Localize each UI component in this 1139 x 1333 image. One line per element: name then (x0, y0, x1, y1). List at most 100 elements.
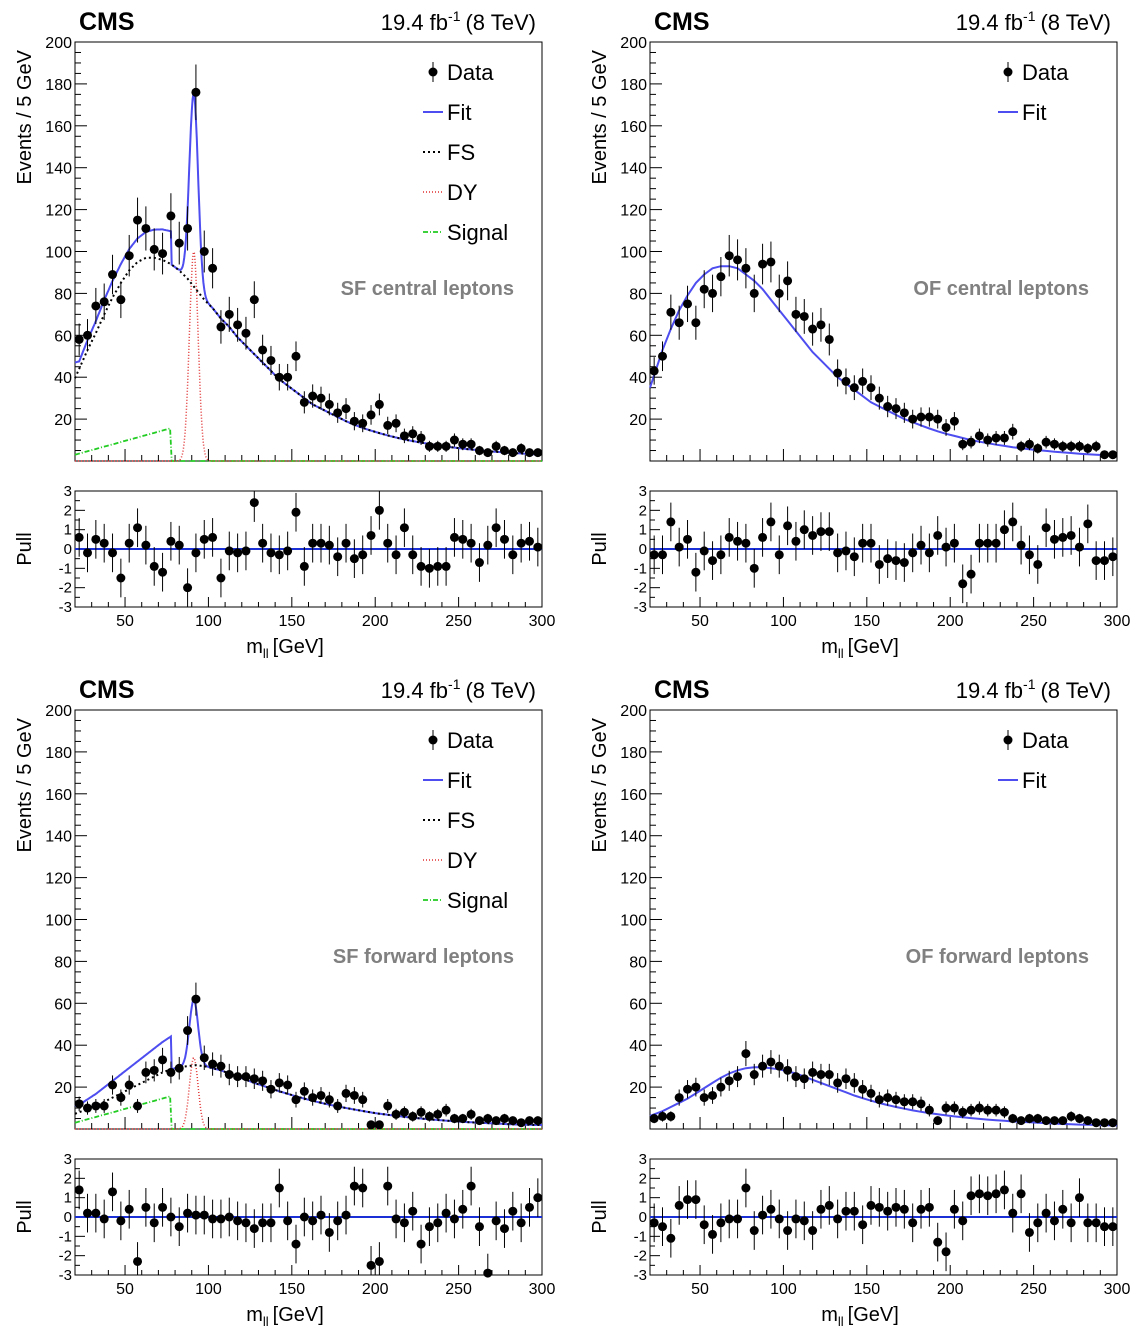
data-point (141, 223, 151, 233)
pull-point (149, 561, 159, 571)
pull-point (308, 538, 318, 548)
pull-point (141, 1202, 151, 1212)
pull-y-tick-label: -3 (634, 1267, 647, 1284)
data-point (316, 393, 326, 403)
data-point (658, 1111, 668, 1121)
pull-point (216, 573, 226, 583)
pull-point (708, 556, 718, 566)
data-point (408, 1111, 418, 1121)
data-point (449, 1114, 459, 1124)
pull-point (499, 1224, 509, 1234)
data-point (916, 412, 926, 422)
data-point (433, 441, 443, 451)
data-point (216, 1061, 226, 1071)
data-point (533, 448, 543, 458)
data-point (349, 1090, 359, 1100)
data-point (933, 414, 943, 424)
data-point (1033, 1114, 1043, 1124)
region-label: SF central leptons (341, 278, 514, 300)
x-axis-title: mll [GeV] (821, 1304, 899, 1329)
data-point (866, 1088, 876, 1098)
data-point (699, 1093, 709, 1103)
pull-point (1074, 542, 1084, 552)
data-point (783, 276, 793, 286)
data-point (758, 259, 768, 269)
pull-point (674, 542, 684, 552)
data-point (399, 1107, 409, 1117)
pull-point (1041, 1208, 1051, 1218)
pull-point (816, 1204, 826, 1214)
y-tick-label: 40 (629, 1038, 647, 1055)
pull-y-tick-label: -2 (634, 1248, 647, 1265)
lumi-energy: (8 TeV) (465, 10, 536, 35)
pull-point (866, 538, 876, 548)
data-point (799, 1074, 809, 1084)
pull-point (108, 1187, 118, 1197)
data-point (283, 1080, 293, 1090)
pull-point (458, 534, 468, 544)
pull-point (283, 546, 293, 556)
x-axis-title-sub: ll (838, 1314, 844, 1329)
y-tick-label: 200 (45, 703, 72, 720)
pull-axis-title: Pull (14, 1200, 36, 1233)
data-point (291, 351, 301, 361)
pull-point (341, 538, 351, 548)
pull-point (241, 1218, 251, 1228)
data-point (1091, 441, 1101, 451)
pull-point (1083, 519, 1093, 529)
data-points (649, 234, 1118, 460)
data-point (899, 1097, 909, 1107)
data-point (174, 1063, 184, 1073)
pull-point (474, 558, 484, 568)
data-point (1008, 1114, 1018, 1124)
y-tick-label: 60 (629, 996, 647, 1013)
data-point (183, 1026, 193, 1036)
pull-point (874, 559, 884, 569)
y-tick-label: 20 (629, 1080, 647, 1097)
pull-point (949, 1204, 959, 1214)
data-point (974, 1103, 984, 1113)
data-point (824, 1070, 834, 1080)
y-tick-label: 140 (620, 829, 647, 846)
pull-points (649, 502, 1118, 604)
pull-point (1024, 550, 1034, 560)
pull-point (674, 1200, 684, 1210)
pull-point (1066, 1218, 1076, 1228)
pull-point (683, 1195, 693, 1205)
pull-point (866, 1200, 876, 1210)
data-point (266, 1084, 276, 1094)
data-point (724, 1076, 734, 1086)
pull-point (974, 538, 984, 548)
y-tick-label: 140 (45, 829, 72, 846)
data-point (849, 383, 859, 393)
main-plot-frame (74, 709, 543, 1130)
y-tick-label: 40 (54, 1038, 72, 1055)
data-point (249, 295, 259, 305)
pull-point (774, 1214, 784, 1224)
data-point (724, 251, 734, 261)
x-tick-label: 100 (770, 1281, 797, 1298)
data-point (841, 376, 851, 386)
pull-point (233, 548, 243, 558)
pull-point (224, 546, 234, 556)
pull-point (1108, 1222, 1118, 1232)
data-point (258, 1076, 268, 1086)
data-point (74, 1099, 84, 1109)
data-point (891, 1095, 901, 1105)
pull-y-tick-label: -2 (634, 580, 647, 597)
lumi-label: 19.4 fb-1 (8 TeV) (956, 8, 1111, 35)
y-tick-label: 100 (45, 913, 72, 930)
data-point (1074, 441, 1084, 451)
data-point (316, 1090, 326, 1100)
pull-y-tick-label: -3 (59, 599, 72, 616)
data-point (341, 404, 351, 414)
pull-point (133, 523, 143, 533)
data-point (1016, 1116, 1026, 1126)
data-point (1016, 441, 1026, 451)
data-point (908, 414, 918, 424)
pull-point (483, 540, 493, 550)
data-point (208, 263, 218, 273)
data-point (691, 1082, 701, 1092)
y-tick-label: 140 (620, 161, 647, 178)
